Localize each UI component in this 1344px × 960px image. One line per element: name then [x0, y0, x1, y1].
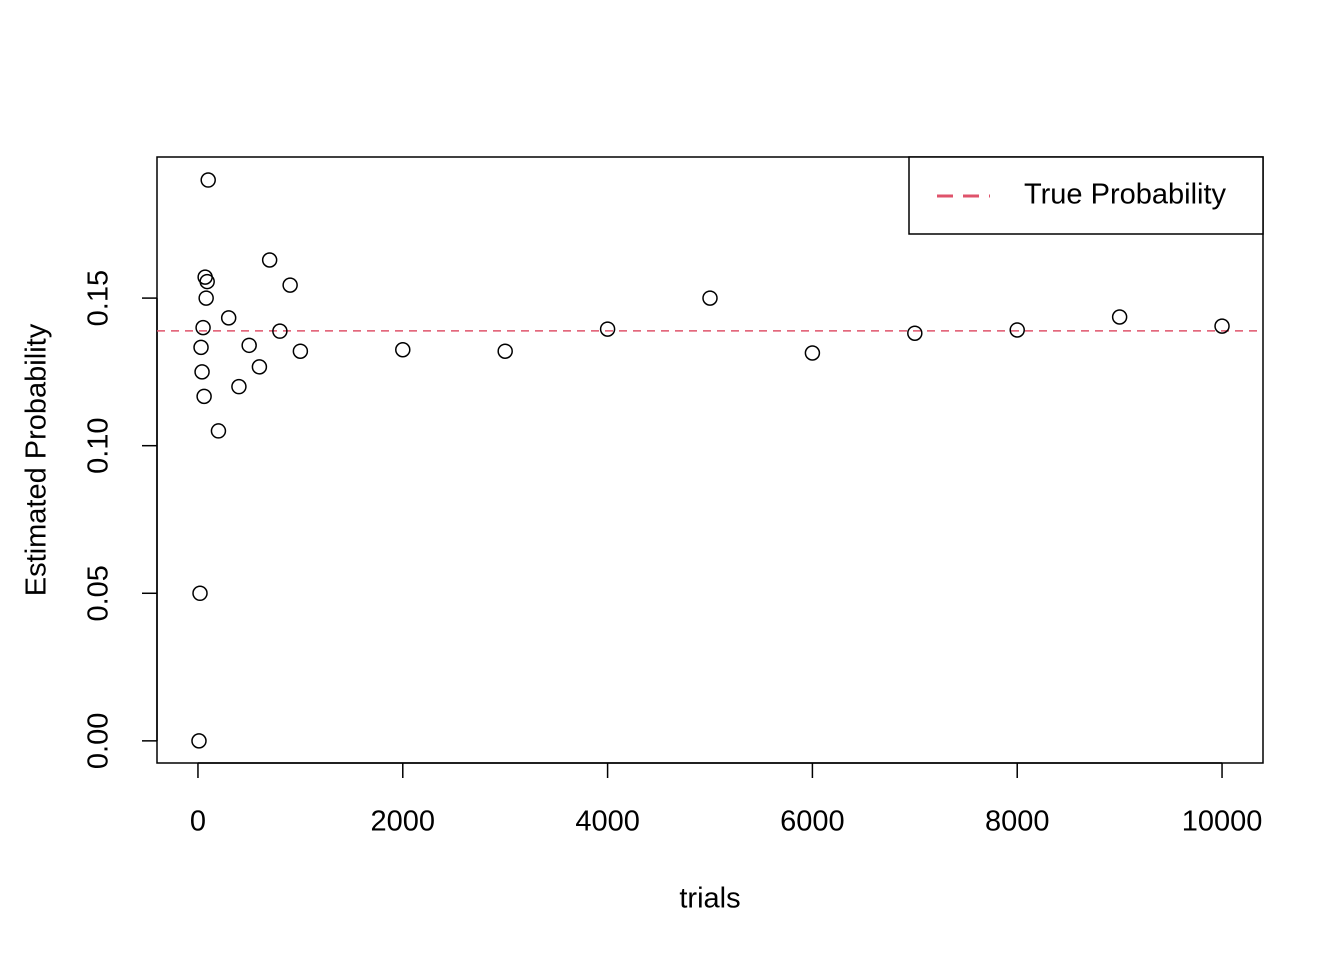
x-tick-label: 4000 — [575, 806, 640, 838]
point — [702, 290, 718, 306]
legend-box — [908, 156, 1264, 235]
x-tick-label: 0 — [190, 806, 206, 838]
point — [195, 319, 211, 336]
point — [292, 343, 309, 359]
point — [231, 378, 247, 395]
point — [261, 252, 278, 268]
point — [191, 733, 207, 749]
point — [200, 172, 216, 188]
legend-label: True Probability — [1024, 179, 1227, 211]
x-axis-title: trials — [679, 883, 740, 915]
point — [194, 364, 210, 380]
y-axis-title: Estimated Probability — [21, 323, 53, 596]
point — [395, 342, 411, 358]
plot-box — [156, 156, 1264, 764]
point — [907, 325, 923, 341]
x-tick-label: 8000 — [985, 806, 1050, 838]
point — [251, 359, 268, 375]
point — [497, 343, 513, 359]
point — [272, 323, 288, 339]
point — [282, 277, 298, 293]
y-tick-label: 0.15 — [83, 270, 115, 326]
point — [241, 337, 257, 354]
point — [804, 345, 821, 361]
point — [198, 290, 214, 306]
point — [196, 388, 212, 405]
y-tick-label: 0.10 — [83, 417, 115, 473]
point — [1214, 318, 1230, 334]
x-tick-label: 2000 — [371, 806, 436, 838]
point — [210, 423, 227, 439]
x-tick-label: 6000 — [780, 806, 845, 838]
point — [1009, 322, 1025, 338]
point — [192, 585, 208, 602]
point — [599, 321, 616, 337]
y-tick-label: 0.05 — [83, 565, 115, 621]
y-tick-label: 0.00 — [83, 713, 115, 769]
point — [199, 273, 215, 290]
point — [193, 339, 209, 356]
x-tick-label: 10000 — [1182, 806, 1263, 838]
point — [1111, 309, 1128, 325]
point — [220, 310, 237, 326]
